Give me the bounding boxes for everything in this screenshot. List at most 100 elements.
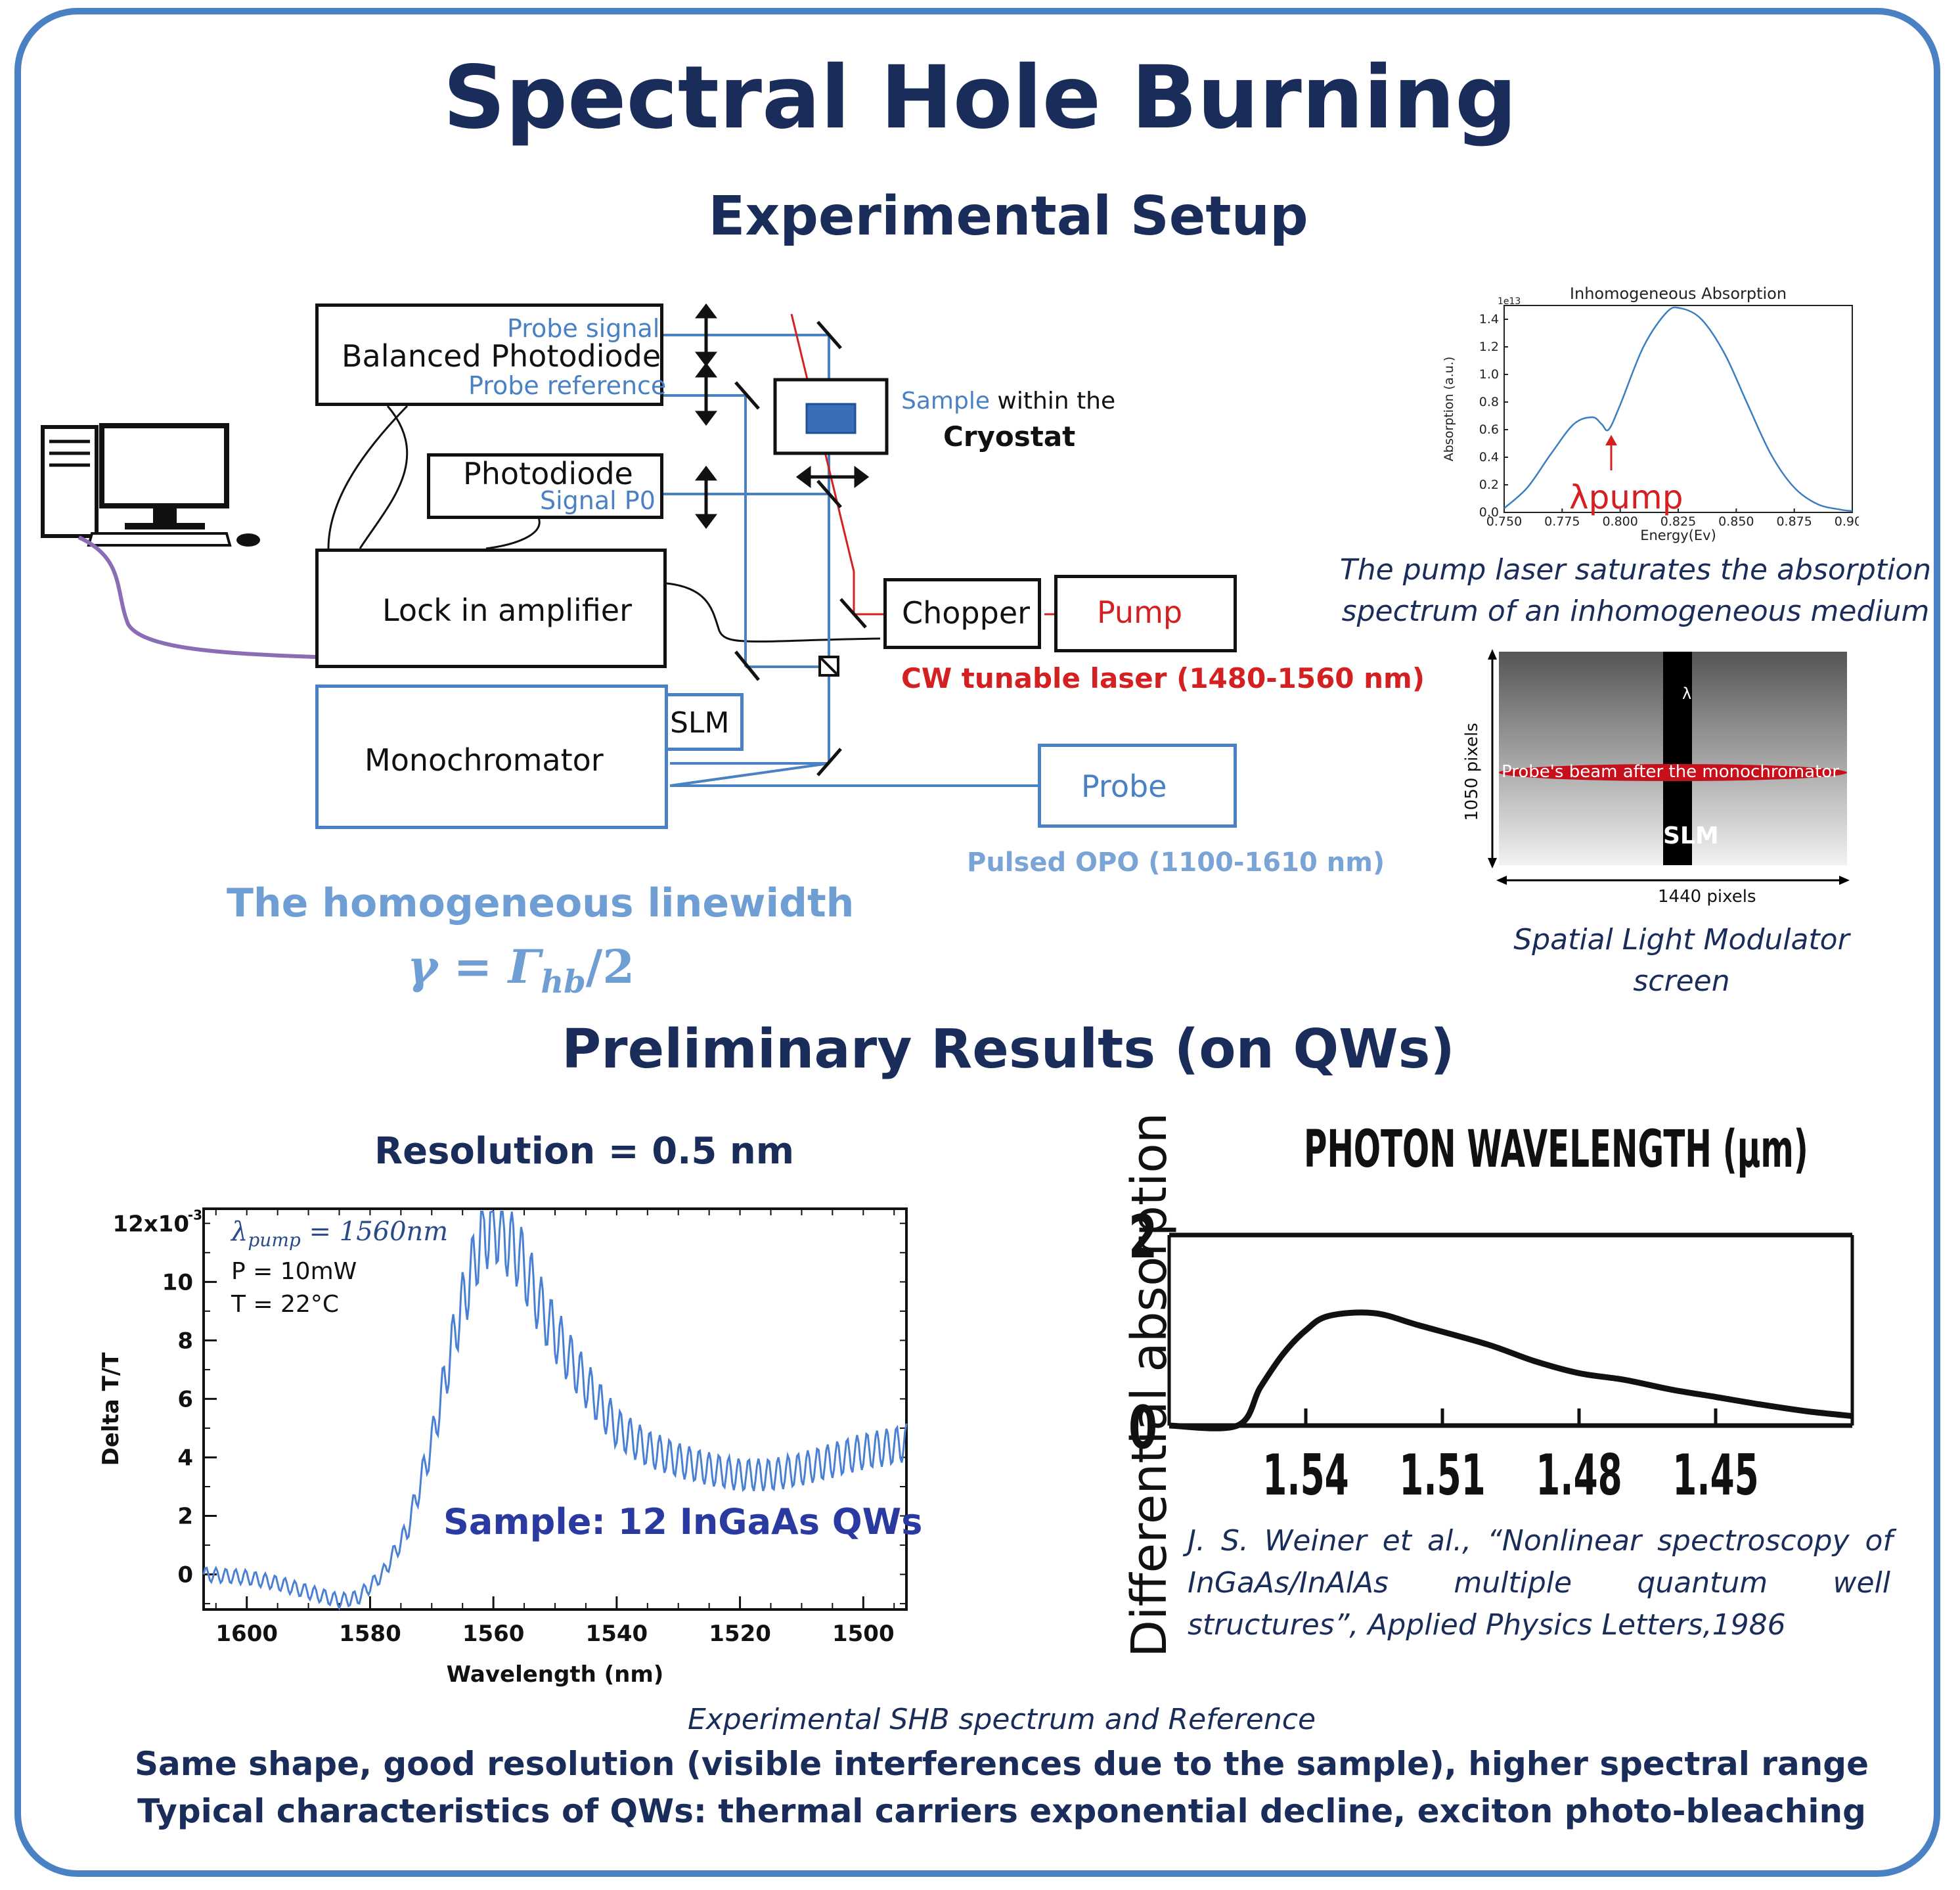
pump-label: Pump	[1097, 595, 1183, 630]
inhom-xtick-label: 0.875	[1776, 514, 1812, 529]
ref-xtick-label: 1.51	[1399, 1443, 1486, 1504]
sample-word: Sample	[901, 388, 990, 415]
shb-xtick-label: 1500	[832, 1621, 895, 1647]
probe-label: Probe	[1081, 769, 1167, 804]
slm-label: SLM	[670, 706, 730, 740]
formula-tail: /2	[585, 939, 635, 994]
inhom-ytick-label: 0.6	[1479, 422, 1499, 437]
citation-1: J. S. Weiner et al., “Nonlinear spectros…	[1188, 1524, 1893, 1558]
shb-y-exponent: 12x10	[112, 1211, 189, 1237]
formula-sub: hb	[541, 964, 586, 1001]
slm-caption-1: Spatial Light Modulator	[1513, 923, 1850, 956]
slm-width-label: 1440 pixels	[1658, 887, 1756, 907]
shb-xtick-label: 1600	[215, 1621, 278, 1647]
citation-2-text: InGaAs/InAlAs multiple quantum well	[1188, 1566, 1890, 1600]
inhom-caption-1: The pump laser saturates the absorption	[1339, 553, 1932, 587]
inhom-ylabel: Absorption (a.u.)	[1442, 357, 1456, 461]
pump-annotation: λpump	[1569, 478, 1683, 516]
monochromator-label: Monochromator	[365, 742, 604, 778]
photodiode-box	[427, 453, 663, 519]
pulsed-opo-label: Pulsed OPO (1100-1610 nm)	[967, 847, 1385, 878]
inhom-ytick-label: 1.0	[1479, 367, 1499, 382]
conclusion-line-1: Same shape, good resolution (visible int…	[135, 1745, 1869, 1783]
shb-lambda-pump: λpump = 1560nm	[231, 1217, 448, 1251]
probe-box	[1038, 744, 1237, 828]
inhom-ytick-label: 0.2	[1479, 478, 1499, 492]
resolution-label: Resolution = 0.5 nm	[374, 1130, 795, 1173]
shb-ylabel: Delta T/T	[98, 1352, 124, 1466]
inhom-xtick-label: 0.750	[1486, 514, 1522, 529]
ref-series-line	[1169, 1309, 1853, 1431]
inhom-xlabel: Energy(Ev)	[1640, 528, 1716, 543]
shb-ytick-label: 6	[177, 1386, 193, 1412]
monochromator-box	[315, 685, 668, 829]
slm-beam-label: Probe's beam after the monochromator	[1502, 762, 1839, 782]
inhom-caption-2: spectrum of an inhomogeneous medium	[1341, 595, 1930, 628]
shb-xtick-label: 1540	[586, 1621, 648, 1647]
balanced-photodiode-box	[315, 304, 663, 406]
ref-xtick-label: 1.54	[1262, 1443, 1349, 1504]
probe-signal-label: Probe signal	[507, 314, 660, 343]
results-title: Preliminary Results (on QWs)	[562, 1018, 1455, 1081]
shb-ytick-label: 8	[177, 1328, 193, 1354]
inhom-xtick-label: 0.800	[1602, 514, 1637, 529]
ref-ytick-label: 0	[1128, 1394, 1157, 1462]
ref-xtick-label: 1.48	[1536, 1443, 1622, 1504]
shb-ytick-label: 0	[177, 1562, 193, 1588]
within-the-word: within the	[989, 388, 1116, 415]
shb-lambda-sym: λ	[231, 1217, 248, 1247]
conclusion-line-2: Typical characteristics of QWs: thermal …	[137, 1792, 1866, 1830]
citation-3: structures”, Applied Physics Letters,198…	[1188, 1608, 1786, 1642]
inhom-ytick-label: 1.4	[1479, 312, 1499, 326]
slm-height-label: 1050 pixels	[1461, 723, 1482, 821]
bottom-caption: Experimental SHB spectrum and Reference	[687, 1703, 1316, 1736]
inhom-ytick-label: 1.2	[1479, 340, 1499, 354]
inhom-xtick-label: 0.900	[1835, 514, 1859, 529]
slm-box	[665, 693, 744, 751]
shb-xtick-label: 1560	[462, 1621, 525, 1647]
shb-ytick-label: 4	[177, 1445, 193, 1471]
slm-screen-figure	[1488, 649, 1850, 885]
setup-title: Experimental Setup	[708, 185, 1308, 248]
formula-gamma: γ = Γ	[407, 939, 541, 994]
shb-lambda-sub: pump	[248, 1229, 301, 1251]
cryostat-label: Cryostat	[943, 420, 1076, 453]
slm-caption-2: screen	[1633, 964, 1730, 998]
shb-xlabel: Wavelength (nm)	[447, 1661, 664, 1688]
inhom-ytick-label: 0.4	[1479, 450, 1499, 464]
cw-laser-label: CW tunable laser (1480-1560 nm)	[901, 662, 1425, 694]
pump-box	[1054, 575, 1237, 652]
chopper-box	[883, 578, 1041, 649]
ref-xtick-label: 1.45	[1672, 1443, 1759, 1504]
shb-power: P = 10mW	[231, 1258, 357, 1285]
shb-lambda-val: = 1560nm	[300, 1217, 449, 1247]
chopper-label: Chopper	[902, 595, 1031, 631]
shb-xtick-label: 1520	[709, 1621, 771, 1647]
slm-screen-label: SLM	[1663, 822, 1719, 849]
shb-xtick-label: 1580	[339, 1621, 401, 1647]
shb-ytick-label: 10	[162, 1269, 193, 1295]
lock-in-amplifier-label: Lock in amplifier	[382, 593, 633, 628]
inhom-series-line	[1503, 306, 1853, 512]
inhomogeneous-absorption-chart: Inhomogeneous Absorption 1e13 0.750 0.775 0.…	[1442, 284, 1859, 543]
page-title: Spectral Hole Burning	[443, 47, 1517, 148]
shb-temp: T = 22°C	[231, 1291, 339, 1318]
probe-reference-label: Probe reference	[468, 371, 667, 400]
computer-icon	[41, 423, 260, 547]
linewidth-formula: γ = Γhb/2	[407, 939, 635, 1001]
poster-frame	[14, 8, 1940, 1877]
inhom-ytick-label: 0.8	[1479, 395, 1499, 409]
inhom-ytick-label: 0.0	[1479, 505, 1499, 520]
photodiode-label: Photodiode	[463, 456, 633, 491]
inhom-xtick-label: 0.850	[1718, 514, 1754, 529]
balanced-photodiode-label: Balanced Photodiode	[342, 338, 661, 374]
lock-in-amplifier-box	[315, 549, 667, 668]
shb-series-line	[202, 1211, 908, 1611]
ref-ytick-label: 2	[1128, 1209, 1157, 1272]
inhom-title: Inhomogeneous Absorption	[1570, 284, 1787, 303]
shb-sample-label: Sample: 12 InGaAs QWs	[443, 1501, 923, 1542]
sample-cryostat-label: Sample within the	[901, 388, 1115, 415]
slm-lambda-label: λ	[1682, 685, 1692, 703]
reference-spectrum-chart: 1.54 1.51 1.48 1.45 0 2	[1128, 1209, 1854, 1504]
